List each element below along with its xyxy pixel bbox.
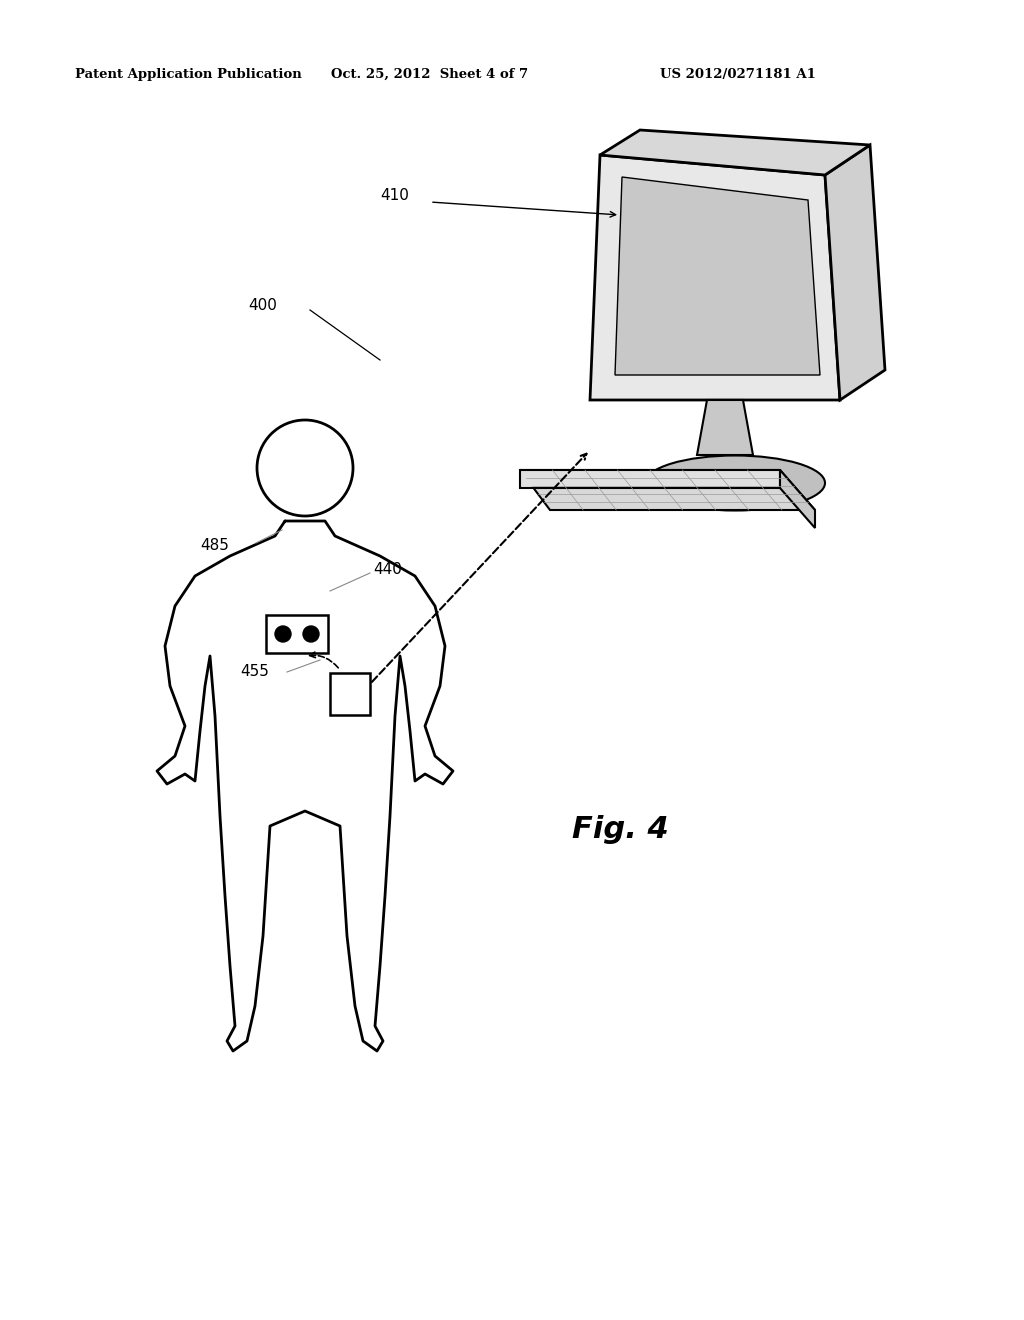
Bar: [266, 615, 328, 653]
Polygon shape: [520, 470, 815, 510]
Text: Oct. 25, 2012  Sheet 4 of 7: Oct. 25, 2012 Sheet 4 of 7: [332, 69, 528, 81]
Text: 400: 400: [248, 297, 276, 313]
Text: Patent Application Publication: Patent Application Publication: [75, 69, 302, 81]
Polygon shape: [615, 177, 820, 375]
Circle shape: [275, 626, 291, 642]
Polygon shape: [520, 470, 780, 488]
Text: US 2012/0271181 A1: US 2012/0271181 A1: [660, 69, 816, 81]
Bar: [330, 673, 370, 715]
Text: 440: 440: [373, 562, 401, 578]
Text: 410: 410: [380, 189, 409, 203]
Polygon shape: [590, 154, 840, 400]
Text: Fig. 4: Fig. 4: [571, 816, 669, 845]
Polygon shape: [825, 145, 885, 400]
Polygon shape: [780, 470, 815, 528]
Text: 455: 455: [240, 664, 269, 680]
Text: 485: 485: [200, 537, 229, 553]
Circle shape: [303, 626, 319, 642]
Polygon shape: [697, 400, 753, 455]
Ellipse shape: [645, 455, 825, 511]
Polygon shape: [600, 129, 870, 176]
